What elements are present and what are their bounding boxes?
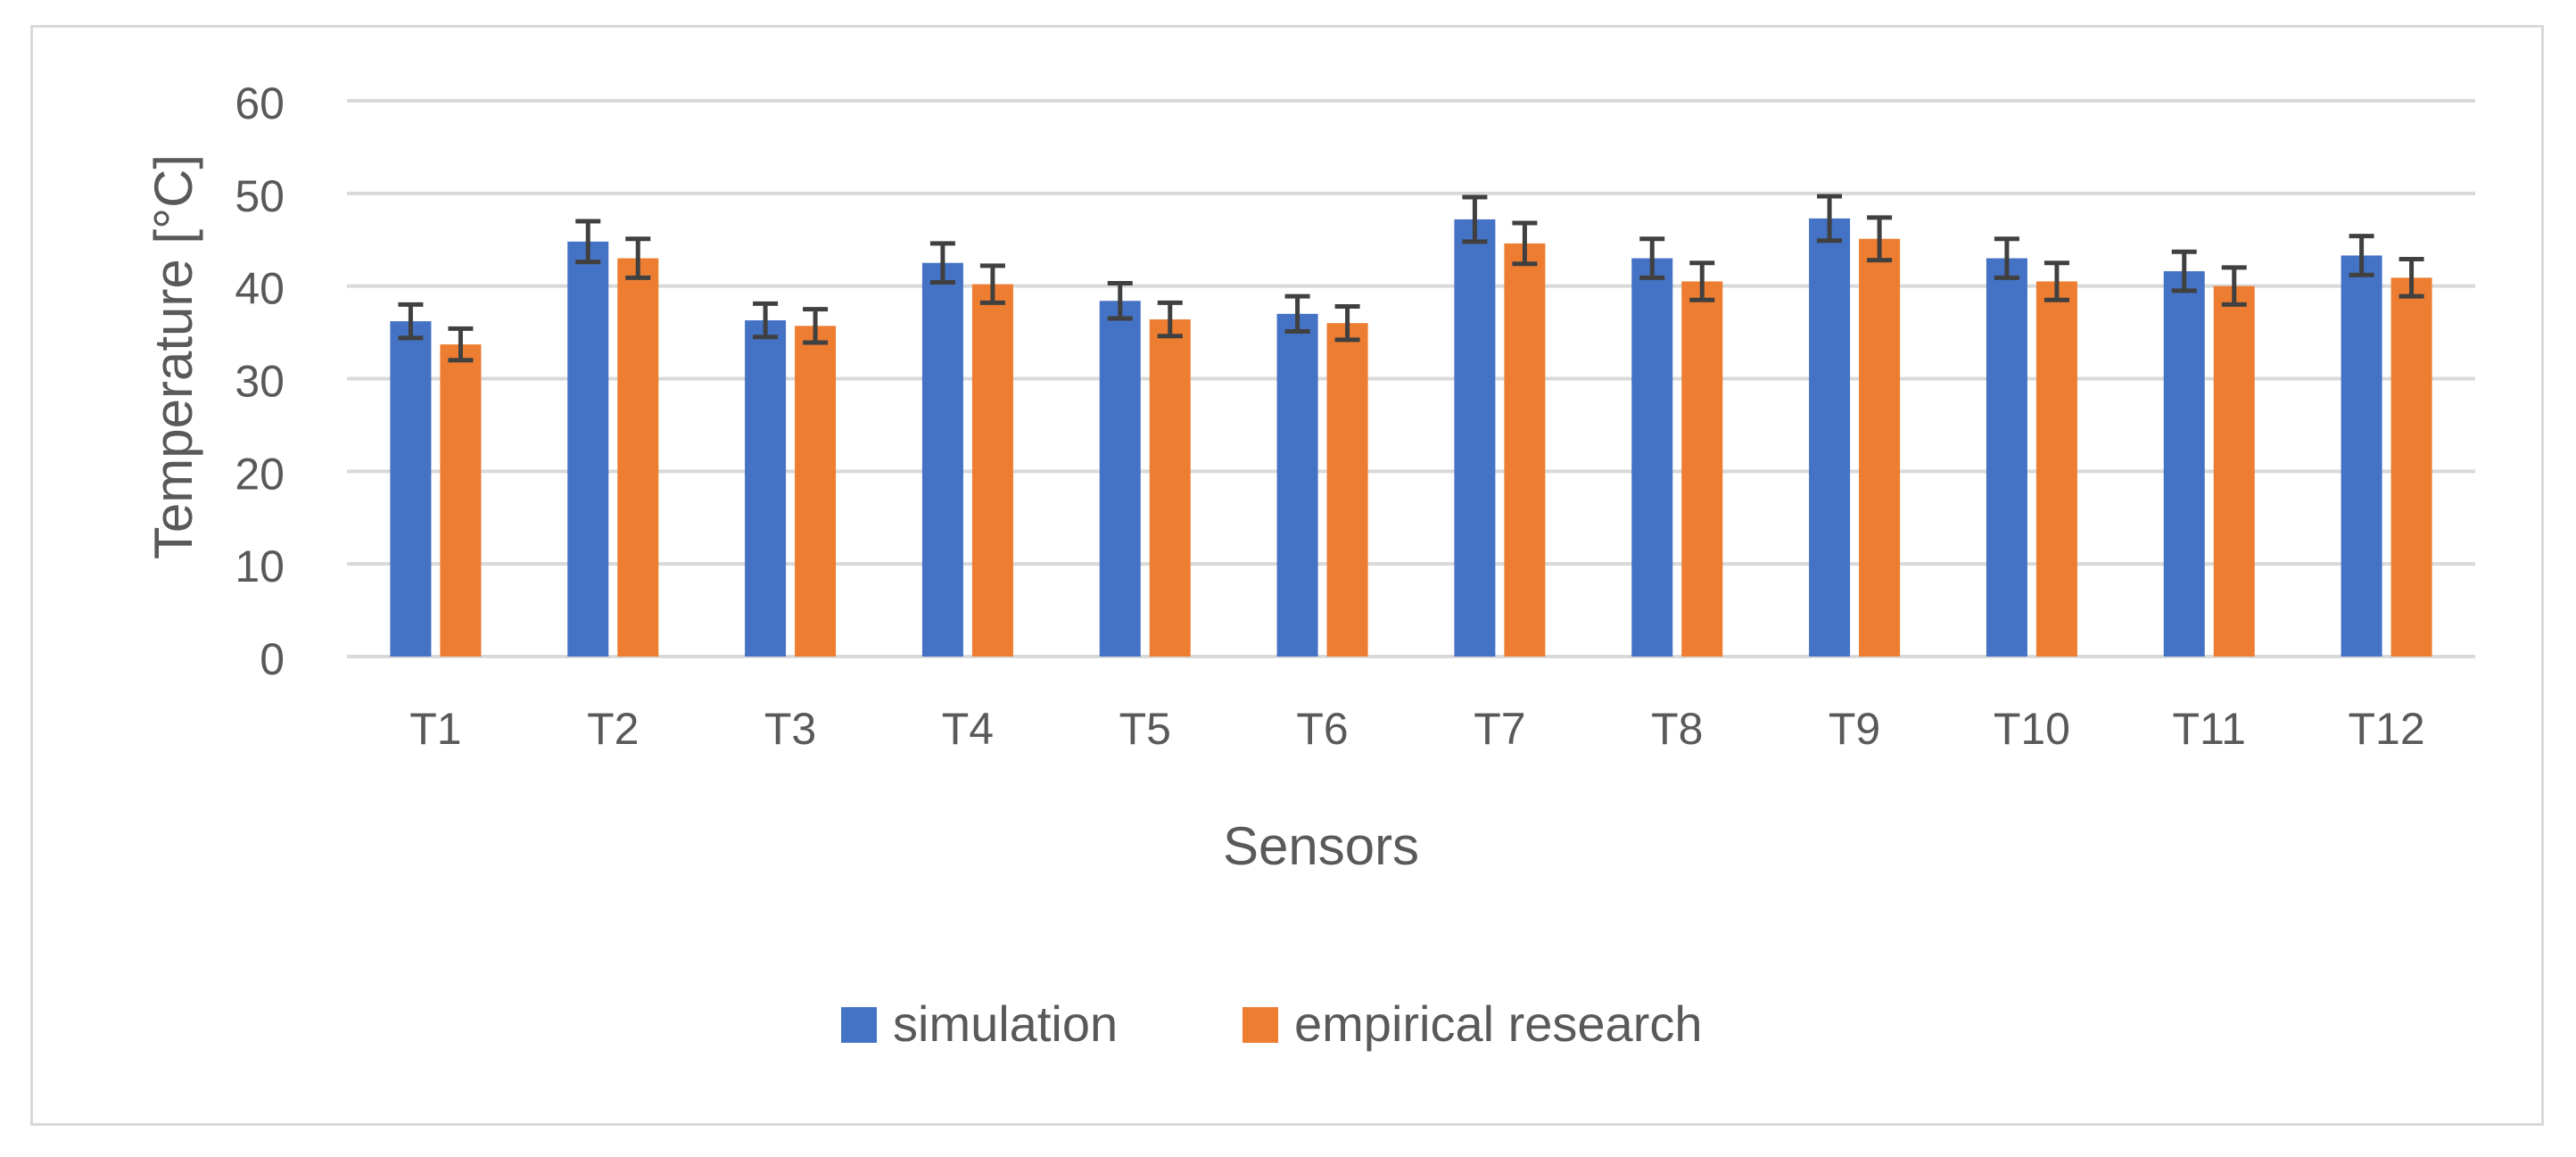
bar-empirical-T1 [440,344,482,657]
error-bar-empirical-T12 [2398,257,2424,299]
grid-layer [347,99,2475,658]
bar-simulation-T7 [1454,219,1496,657]
bar-simulation-T3 [745,320,787,657]
error-bar-simulation-T10 [1994,236,2019,280]
bar-empirical-T2 [617,258,659,657]
bar-simulation-T1 [390,321,432,657]
y-tick-label: 60 [235,79,285,128]
bar-simulation-T2 [567,241,609,657]
bar-simulation-T6 [1276,313,1318,657]
error-bar-empirical-T3 [803,307,829,345]
x-axis-title: Sensors [1223,816,1419,876]
bar-simulation-T12 [2341,255,2382,657]
error-bar-empirical-T10 [2043,260,2069,302]
y-axis-title: Temperature [°C] [144,154,203,559]
x-tick-label-T11: T11 [2173,704,2246,754]
y-axis-layer: 0 10 20 30 40 50 60 [235,79,285,684]
bar-simulation-T10 [1986,258,2027,657]
error-bar-simulation-T7 [1462,194,1488,244]
error-bar-simulation-T3 [753,301,779,340]
bar-empirical-T6 [1326,323,1368,657]
error-bar-simulation-T1 [398,302,424,341]
bar-empirical-T4 [971,284,1013,657]
bar-empirical-T10 [2035,281,2077,657]
x-tick-label-T2: T2 [587,704,639,754]
error-bar-simulation-T8 [1639,236,1665,280]
error-bar-simulation-T4 [929,241,955,285]
error-bar-empirical-T1 [448,326,474,363]
bar-empirical-T11 [2213,285,2255,657]
error-bar-empirical-T11 [2221,265,2247,307]
error-bar-simulation-T2 [575,219,601,265]
bar-simulation-T9 [1809,218,1851,657]
y-tick-label: 10 [235,541,285,591]
error-bar-simulation-T12 [2349,234,2374,277]
y-tick-label: 50 [235,171,285,221]
bar-simulation-T5 [1099,301,1141,657]
chart-svg: T1 T2 T3 T4 T5 T6 T7 T8 T9 T10 T11 T12 0 10 20 30 40 50 6… [144,79,2475,1052]
legend-label-empirical: empirical research [1294,996,1703,1052]
error-bar-simulation-T6 [1284,293,1310,335]
bar-simulation-T8 [1631,258,1673,657]
error-bar-simulation-T11 [2171,249,2197,293]
x-tick-label-T3: T3 [764,704,816,754]
bar-empirical-T5 [1149,319,1191,657]
x-tick-label-T1: T1 [409,704,461,754]
x-tick-label-T8: T8 [1651,704,1703,754]
legend-swatch-empirical [1243,1007,1278,1043]
error-bars-layer [398,194,2424,363]
x-tick-label-T10: T10 [1994,704,2070,754]
bar-empirical-T9 [1859,238,1901,657]
y-tick-label: 40 [235,264,285,314]
y-tick-label: 0 [260,634,285,684]
y-tick-label: 30 [235,357,285,407]
y-tick-label: 20 [235,449,285,499]
error-bar-empirical-T5 [1157,300,1183,339]
x-tick-label-T7: T7 [1474,704,1525,754]
x-tick-label-T5: T5 [1119,704,1171,754]
bar-simulation-T11 [2163,271,2205,657]
bar-simulation-T4 [921,262,963,657]
error-bar-empirical-T9 [1867,215,1893,263]
legend: simulation empirical research [841,996,1703,1052]
x-tick-label-T4: T4 [942,704,994,754]
legend-swatch-simulation [841,1007,877,1043]
x-tick-label-T6: T6 [1296,704,1348,754]
chart-frame: T1 T2 T3 T4 T5 T6 T7 T8 T9 T10 T11 T12 0 10 20 30 40 50 6… [30,25,2544,1126]
error-bar-empirical-T2 [625,236,651,280]
bar-empirical-T8 [1681,281,1723,657]
error-bar-empirical-T7 [1512,220,1538,267]
bar-empirical-T12 [2390,277,2432,657]
bars-layer [390,218,2432,657]
x-tick-label-T9: T9 [1829,704,1880,754]
x-tick-label-T12: T12 [2348,704,2424,754]
error-bar-empirical-T8 [1689,260,1715,302]
error-bar-simulation-T9 [1817,194,1843,244]
x-axis-layer: T1 T2 T3 T4 T5 T6 T7 T8 T9 T10 T11 T12 [409,704,2424,754]
bar-empirical-T7 [1504,243,1546,657]
error-bar-empirical-T4 [979,263,1005,305]
bar-empirical-T3 [795,326,837,657]
error-bar-empirical-T6 [1334,304,1360,343]
legend-label-simulation: simulation [893,996,1118,1052]
error-bar-simulation-T5 [1107,281,1133,321]
